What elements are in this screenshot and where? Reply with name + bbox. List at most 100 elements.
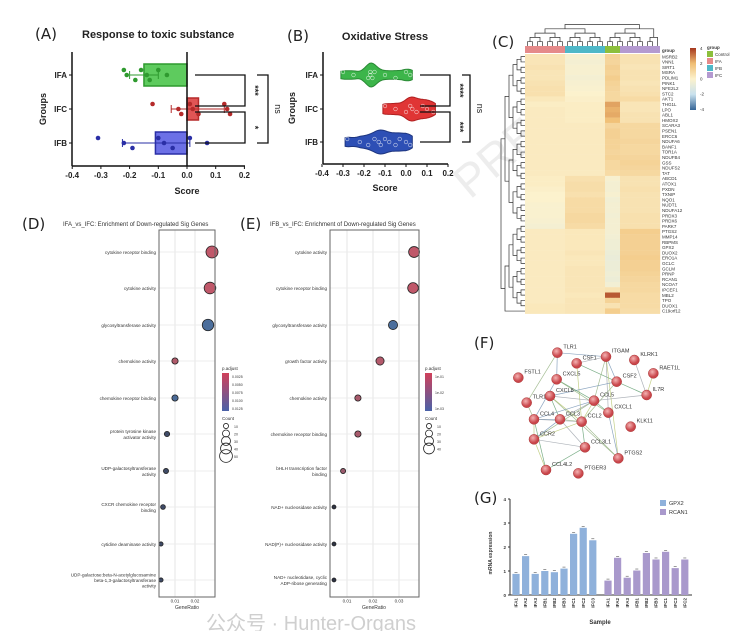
- panel-b-point: [357, 139, 362, 145]
- column-dendrogram: [607, 41, 613, 46]
- heatmap-cell: [530, 276, 536, 283]
- heatmap-cell: [620, 297, 626, 304]
- heatmap-cell: [565, 181, 571, 187]
- heatmap-scale-label: 4: [700, 46, 703, 51]
- heatmap-cell: [570, 154, 576, 161]
- heatmap-cell: [655, 207, 661, 214]
- heatmap-cell: [530, 266, 536, 272]
- panel-d-term-label: cytidine deaminase activity: [101, 542, 156, 547]
- heatmap-cell: [630, 213, 636, 219]
- heatmap-cell: [610, 165, 616, 171]
- heatmap-cell: [560, 154, 566, 161]
- heatmap-cell: [525, 101, 531, 108]
- heatmap-cell: [560, 85, 566, 92]
- heatmap-cell: [540, 96, 546, 102]
- heatmap-cell: [535, 186, 541, 192]
- network-node-il7r: [641, 389, 652, 401]
- heatmap-group-bar-ifb: [565, 46, 605, 53]
- heatmap-cell: [565, 160, 571, 166]
- heatmap-row-label: TOR1A: [662, 150, 677, 155]
- heatmap-cell: [640, 181, 646, 187]
- heatmap-cell: [535, 59, 541, 65]
- heatmap-cell: [555, 91, 561, 97]
- heatmap-cell: [585, 138, 591, 145]
- heatmap-cell: [545, 297, 551, 304]
- panel-d-legend-color-bar: [222, 373, 229, 411]
- heatmap-cell: [655, 96, 661, 102]
- heatmap-cell: [600, 117, 606, 124]
- panel-a-point: [138, 67, 144, 73]
- heatmap-cell: [650, 138, 656, 145]
- heatmap-cell: [610, 271, 616, 277]
- heatmap-cell: [560, 122, 566, 129]
- heatmap-cell: [625, 228, 631, 235]
- panel-g-y-tick-label: 0: [503, 593, 506, 598]
- heatmap-group-bar-control: [605, 46, 620, 53]
- column-dendrogram: [549, 37, 561, 42]
- heatmap-cell: [655, 175, 661, 182]
- heatmap-cell: [555, 75, 561, 81]
- heatmap-cell: [610, 186, 616, 192]
- heatmap-cell: [655, 170, 661, 177]
- panel-label-g: (G): [474, 489, 497, 507]
- heatmap-cell: [565, 64, 571, 71]
- heatmap-cell: [570, 234, 576, 240]
- heatmap-cell: [575, 133, 581, 139]
- heatmap-row-label: THG1L: [662, 102, 677, 107]
- panel-e-x-tick-label: 0.01: [343, 599, 352, 604]
- heatmap-cell: [585, 144, 591, 150]
- heatmap-cell: [645, 107, 651, 113]
- heatmap-cell: [580, 228, 586, 235]
- heatmap-cell: [540, 80, 546, 86]
- network-node-klk11: [625, 421, 636, 432]
- heatmap-cell: [550, 213, 556, 219]
- panel-a-significance-bracket: [195, 74, 246, 107]
- panel-g-x-tick-label: IFC2: [682, 598, 687, 608]
- heatmap-cell: [615, 234, 621, 240]
- row-dendrogram: [520, 247, 525, 254]
- heatmap-cell: [625, 218, 631, 224]
- heatmap-cell: [615, 276, 621, 283]
- heatmap-cell: [635, 154, 641, 161]
- panel-label-a: (A): [35, 25, 57, 43]
- heatmap-cell: [625, 117, 631, 124]
- heatmap-cell: [530, 101, 536, 108]
- heatmap-cell: [565, 175, 571, 182]
- column-dendrogram: [627, 41, 633, 46]
- heatmap-cell: [555, 308, 561, 314]
- heatmap-cell: [630, 255, 636, 261]
- heatmap-cell: [650, 213, 656, 219]
- heatmap-cell: [525, 91, 531, 97]
- heatmap-row-label: DUOX2: [662, 250, 678, 255]
- heatmap-cell: [650, 197, 656, 203]
- heatmap-cell: [550, 154, 556, 161]
- heatmap-cell: [540, 308, 546, 314]
- heatmap-cell: [640, 308, 646, 314]
- heatmap-cell: [625, 202, 631, 208]
- panel-b-y-tick-label: IFC: [305, 105, 318, 114]
- network-edge: [533, 419, 547, 471]
- heatmap-cell: [535, 181, 541, 187]
- heatmap-cell: [655, 255, 661, 261]
- heatmap-cell: [650, 239, 656, 245]
- heatmap-cell: [540, 244, 546, 251]
- heatmap-cell: [580, 170, 586, 177]
- panel-d-term-label: chemokine receptor binding: [100, 396, 157, 401]
- heatmap-cell: [645, 112, 651, 118]
- heatmap-cell: [630, 112, 636, 118]
- heatmap-cell: [630, 287, 636, 293]
- heatmap-cell: [610, 160, 616, 166]
- heatmap-cell: [625, 213, 631, 219]
- heatmap-cell: [575, 175, 581, 182]
- heatmap-cell: [585, 250, 591, 256]
- heatmap-cell: [540, 239, 546, 245]
- panel-a-point: [222, 101, 227, 107]
- heatmap-cell: [590, 197, 596, 203]
- heatmap-cell: [535, 191, 541, 198]
- heatmap-cell: [625, 80, 631, 86]
- network-edge: [559, 419, 586, 448]
- network-node-itgam: [600, 351, 612, 362]
- heatmap-cell: [615, 287, 621, 293]
- heatmap-cell: [620, 122, 626, 129]
